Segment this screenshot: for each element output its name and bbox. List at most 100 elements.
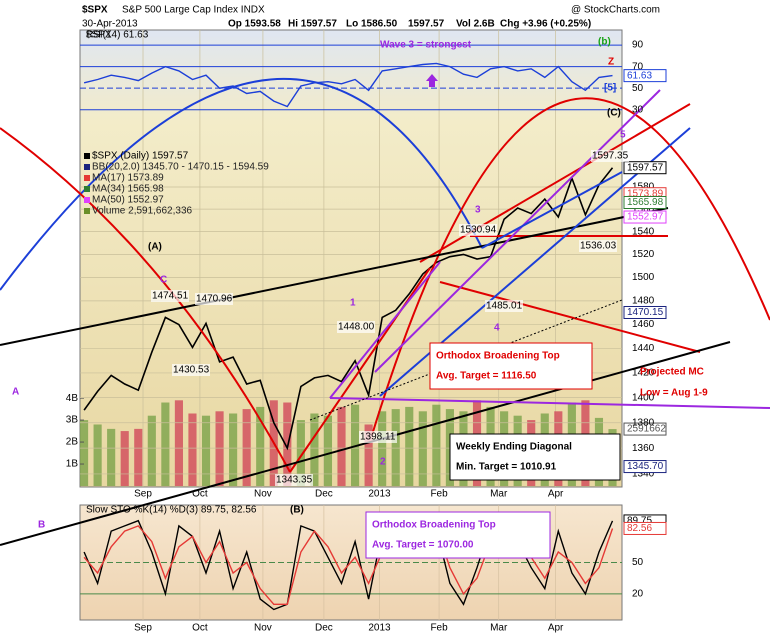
x-tick-label: Mar [490, 623, 508, 634]
red-curve [0, 127, 291, 473]
volume-bar [174, 400, 183, 486]
panel-title: $SPX [86, 30, 112, 41]
x-tick-label: Sep [134, 623, 152, 634]
value-tag-box [623, 210, 667, 224]
annotation: 2 [380, 457, 386, 468]
value-tag-box [623, 460, 667, 474]
value-tag: 61.63 [623, 69, 667, 83]
point-label-bg [151, 290, 189, 302]
volume-bar [107, 428, 116, 486]
legend-label: $SPX (Daily) 1597.57 [92, 151, 189, 162]
value-tag: 1345.70 [623, 460, 667, 474]
annotation-box-text: Orthodox Broadening Top [436, 351, 560, 362]
volume-bar [242, 409, 251, 486]
purple-line [374, 89, 661, 373]
volume-bar [337, 406, 346, 486]
annotation: 1 [350, 298, 356, 309]
y-tick-label: 1420 [632, 368, 655, 379]
volume-bar [432, 404, 441, 486]
annotation: Wave 3 = strongest [380, 40, 472, 51]
point-label-bg [195, 293, 233, 305]
label-layer: SepSepOctOctNovNovDecDec20132013FebFebMa… [12, 5, 708, 634]
value-tag-label: 1573.89 [627, 188, 664, 199]
point-label: 1448.00 [338, 322, 375, 333]
purple-line [329, 397, 770, 409]
value-tag-label: 61.63 [627, 70, 652, 81]
legend-swatch [84, 175, 90, 181]
y-tick-label: 1340 [632, 469, 655, 480]
point-label-bg [172, 364, 210, 376]
volume-bar [229, 413, 238, 486]
x-tick-label: Dec [315, 623, 333, 634]
x-tick-label: Nov [254, 489, 272, 500]
header-text: 30-Apr-2013 [82, 19, 138, 30]
point-label: 1530.94 [460, 225, 497, 236]
volume-tag: 2591662 [623, 422, 667, 436]
point-label: 1536.03 [580, 241, 617, 252]
quote-text: Vol 2.6B [456, 19, 495, 30]
volume-tick-label: 2B [66, 437, 79, 448]
point-label: 1474.51 [152, 291, 189, 302]
y-tick-label: 30 [632, 104, 644, 115]
x-tick-label: Feb [430, 623, 448, 634]
annotation: Projected MC [640, 367, 704, 378]
volume-bar [188, 413, 197, 486]
header-text: $SPX [82, 5, 108, 16]
value-tag-label: 1470.15 [627, 307, 664, 318]
volume-bar [364, 424, 373, 486]
point-label: 1597.35 [592, 151, 629, 162]
annotation: 4 [494, 323, 500, 334]
point-label-bg [359, 431, 397, 443]
value-tag-box [623, 195, 667, 209]
blue-arc [0, 77, 483, 291]
point-label-bg [337, 321, 375, 333]
volume-bar [323, 415, 333, 486]
annotation: [5] [604, 83, 616, 94]
y-tick-label: 90 [632, 40, 644, 51]
y-tick-label: 1440 [632, 343, 655, 354]
purple-line [329, 261, 441, 399]
value-tag-box [623, 422, 667, 436]
x-tick-label: Apr [548, 489, 564, 500]
value-tag-label: 89.75 [627, 516, 652, 527]
annotation-box-text: Avg. Target = 1070.00 [372, 540, 474, 551]
annotation: (C) [607, 108, 621, 119]
annotation-box [365, 511, 551, 559]
legend-swatch [84, 197, 90, 203]
annotation: Low = Aug 1-9 [640, 388, 708, 399]
blue-line [481, 171, 623, 249]
series-line [83, 62, 613, 108]
volume-bar [147, 415, 156, 486]
annotation: (b) [598, 37, 611, 48]
annotation: 5 [620, 130, 626, 141]
quote-text: Hi 1597.57 [288, 19, 337, 30]
legend-label: MA(50) 1552.97 [92, 195, 164, 206]
point-label: 1470.96 [196, 294, 233, 305]
value-tag-label: 82.56 [627, 523, 652, 534]
volume-bar [215, 411, 224, 486]
x-tick-label: Sep [134, 489, 152, 500]
volume-bar [378, 411, 387, 486]
y-tick-label: 1560 [632, 204, 655, 215]
annotation: Z [608, 57, 614, 68]
y-tick-label: 1400 [632, 392, 655, 403]
point-label: 1398.11 [360, 432, 396, 443]
x-tick-label: Oct [192, 489, 208, 500]
y-tick-label: 50 [632, 557, 644, 568]
value-tag-label: 1597.57 [627, 162, 664, 173]
volume-tick-label: 1B [66, 459, 79, 470]
header-text: @ StockCharts.com [571, 5, 660, 16]
y-tick-label: 1580 [632, 182, 655, 193]
value-tag-label: 1565.98 [627, 197, 664, 208]
y-tick-label: 70 [632, 61, 644, 72]
volume-bar [310, 413, 319, 486]
point-label: 1485.01 [486, 301, 523, 312]
annotation-box [449, 433, 621, 481]
volume-bar [391, 409, 400, 486]
red-line [439, 281, 701, 353]
annotation: (B) [290, 505, 304, 516]
volume-bar [134, 428, 143, 486]
volume-tick-label: 4B [66, 393, 79, 404]
quote-text: Chg +3.96 (+0.25%) [500, 19, 591, 30]
